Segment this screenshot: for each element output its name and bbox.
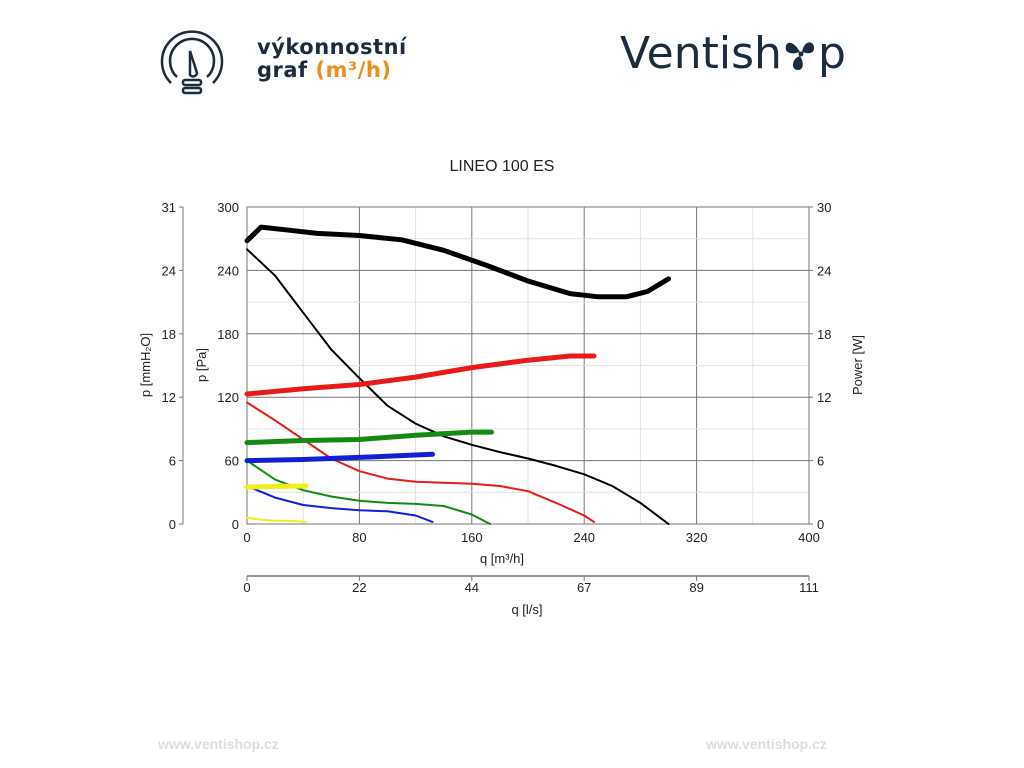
fan-icon: [785, 42, 814, 70]
y2-tick-label: 30: [817, 200, 831, 215]
x-tick-label: 400: [798, 530, 820, 545]
speedometer-icon: [160, 30, 224, 95]
x-tick-label: 0: [243, 530, 250, 545]
y-axis-label: p [Pa]: [194, 348, 209, 382]
header-line1: výkonnostní: [257, 35, 407, 59]
plot-frame: [246, 206, 810, 525]
y-tick-label: 180: [217, 327, 239, 342]
series: [244, 224, 671, 525]
y2-tick-label: 0: [817, 517, 824, 532]
logo-text: Ventish: [620, 28, 782, 79]
power-blue-line: [244, 451, 435, 464]
y-tick-label: 60: [225, 454, 239, 469]
x2-tick-label: 67: [577, 580, 591, 595]
x2-axis-label: q [l/s]: [511, 602, 542, 617]
pressure-black-line: [246, 248, 670, 525]
header-title: výkonnostní graf (m³/h): [257, 36, 407, 82]
header-unit: (m³/h): [315, 58, 392, 82]
x-axis-label: q [m³/h]: [480, 551, 524, 566]
y2-tick-label: 12: [817, 390, 831, 405]
y2-tick-label: 24: [817, 263, 831, 278]
pressure-yellow-line: [246, 516, 307, 523]
x-tick-label: 160: [461, 530, 483, 545]
grid: [246, 206, 810, 525]
y-left2-tick-label: 0: [169, 517, 176, 532]
pressure-blue-line: [246, 485, 434, 523]
y2-tick-label: 18: [817, 327, 831, 342]
y-left2-tick-label: 31: [162, 200, 176, 215]
y-left2-axis-label: p [mmH₂O]: [138, 333, 153, 397]
x2-tick-label: 44: [465, 580, 479, 595]
x2-tick-label: 0: [243, 580, 250, 595]
y-tick-label: 0: [232, 517, 239, 532]
logo-text-end: p: [817, 28, 846, 79]
header-line2: graf: [257, 58, 308, 82]
x-tick-label: 320: [686, 530, 708, 545]
y-left2-tick-label: 24: [162, 263, 176, 278]
y-left2-tick-label: 12: [162, 390, 176, 405]
y-tick-label: 120: [217, 390, 239, 405]
power-green-line: [244, 429, 494, 446]
x-tick-label: 240: [573, 530, 595, 545]
power-red-line: [244, 353, 597, 397]
x2-tick-label: 22: [352, 580, 366, 595]
chart-title: LINEO 100 ES: [450, 158, 555, 175]
x2-tick-label: 111: [799, 580, 819, 595]
y-left2-tick-label: 6: [169, 454, 176, 469]
power-black-line: [244, 224, 671, 300]
y-tick-label: 240: [217, 263, 239, 278]
x-tick-label: 80: [352, 530, 366, 545]
footer-url-right[interactable]: www.ventishop.cz: [706, 736, 827, 752]
y-tick-label: 300: [217, 200, 239, 215]
y-left2-tick-label: 18: [162, 327, 176, 342]
axes: 0 80 160 240 320 4000601201802403000612182431…: [162, 200, 832, 595]
y2-tick-label: 6: [817, 454, 824, 469]
y2-axis-label: Power [W]: [850, 335, 865, 395]
x2-tick-label: 89: [689, 580, 703, 595]
ventishop-logo[interactable]: Ventish p: [620, 28, 846, 79]
footer-url-left[interactable]: www.ventishop.cz: [158, 736, 279, 752]
power-yellow-line: [244, 483, 309, 490]
